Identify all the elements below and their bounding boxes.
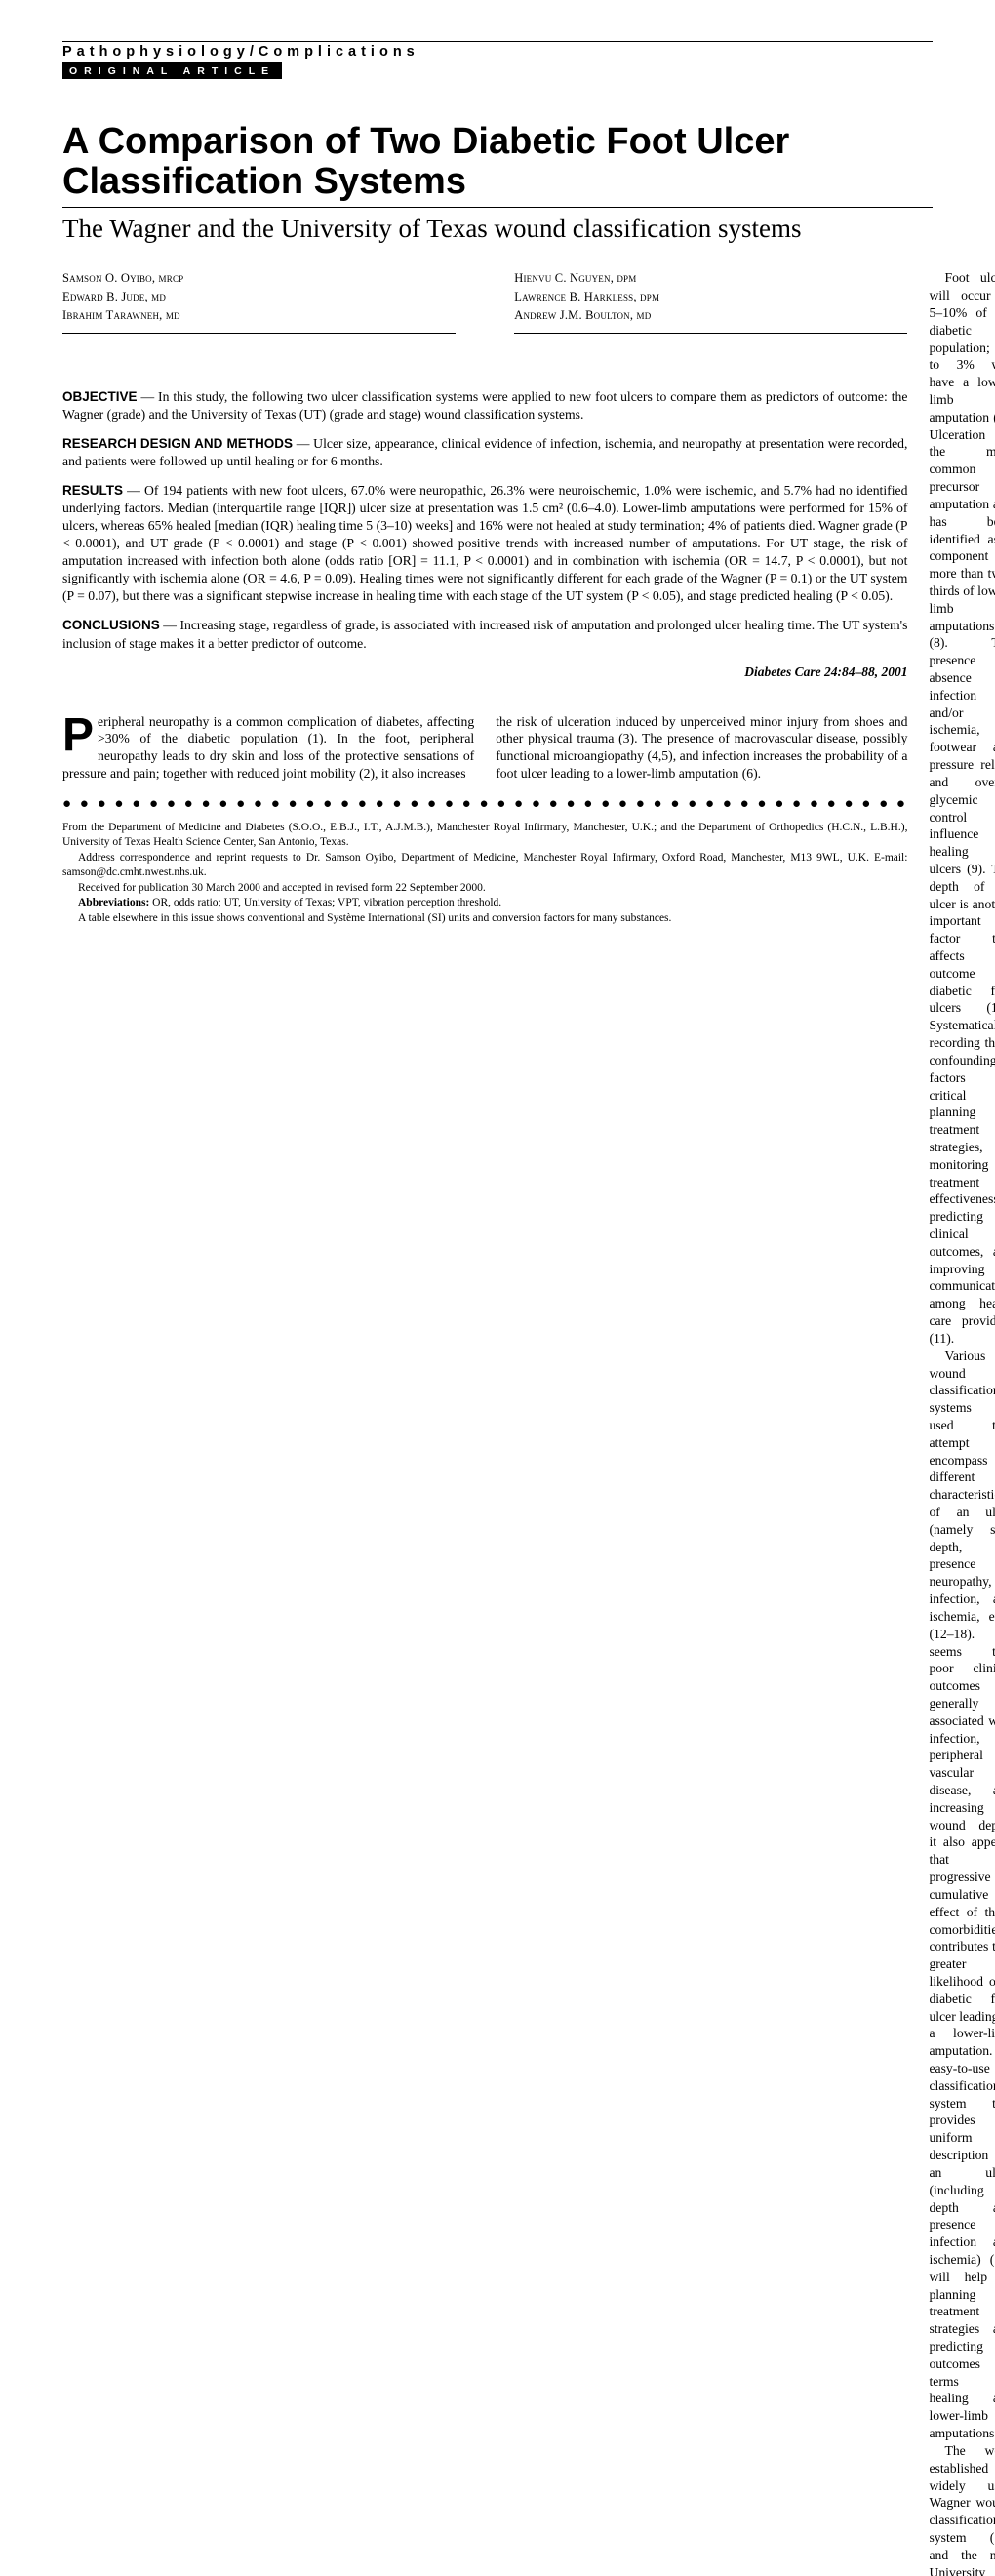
affiliation-line: A table elsewhere in this issue shows co…: [62, 911, 907, 927]
affiliation-line: Received for publication 30 March 2000 a…: [62, 881, 907, 897]
content-row: Samson O. Oyibo, mrcp Edward B. Jude, md…: [62, 269, 933, 2576]
author: Edward B. Jude, md: [62, 288, 456, 306]
abstract-text: — Increasing stage, regardless of grade,…: [62, 618, 907, 650]
dot-rule: ● ● ● ● ● ● ● ● ● ● ● ● ● ● ● ● ● ● ● ● …: [62, 796, 907, 813]
dropcap: P: [62, 713, 98, 754]
abstract-text: — Of 194 patients with new foot ulcers, …: [62, 483, 907, 603]
abstract-heading: OBJECTIVE: [62, 389, 138, 404]
author: Samson O. Oyibo, mrcp: [62, 269, 456, 288]
body-paragraph: The well-established widely used Wagner …: [929, 2442, 995, 2576]
left-block: Samson O. Oyibo, mrcp Edward B. Jude, md…: [62, 269, 907, 2576]
authors-block: Samson O. Oyibo, mrcp Edward B. Jude, md…: [62, 269, 907, 333]
author-rule: [514, 333, 907, 334]
abstract-conclusions: CONCLUSIONS — Increasing stage, regardle…: [62, 617, 907, 652]
abstract: OBJECTIVE — In this study, the following…: [62, 388, 907, 680]
right-column: Foot ulcers will occur in 5–10% of the d…: [929, 269, 995, 2576]
affiliation-block: From the Department of Medicine and Diab…: [62, 821, 907, 927]
article-subtitle: The Wagner and the University of Texas w…: [62, 214, 933, 244]
authors-col-left: Samson O. Oyibo, mrcp Edward B. Jude, md…: [62, 269, 456, 333]
section-label: Pathophysiology/Complications: [62, 44, 933, 60]
section-sub-badge: ORIGINAL ARTICLE: [62, 62, 282, 79]
abstract-objective: OBJECTIVE — In this study, the following…: [62, 388, 907, 423]
section-sub-wrap: ORIGINAL ARTICLE: [62, 61, 933, 79]
abstract-heading: CONCLUSIONS: [62, 618, 160, 632]
author: Ibrahim Tarawneh, md: [62, 306, 456, 325]
affiliation-line: Abbreviations: OR, odds ratio; UT, Unive…: [62, 896, 907, 911]
abstract-methods: RESEARCH DESIGN AND METHODS — Ulcer size…: [62, 435, 907, 470]
section-header: Pathophysiology/Complications ORIGINAL A…: [62, 41, 933, 79]
intro-col-2: the risk of ulceration induced by unperc…: [496, 713, 907, 783]
affiliation-line: From the Department of Medicine and Diab…: [62, 821, 907, 851]
author-rule: [62, 333, 456, 334]
subtitle-rule: [62, 207, 933, 208]
abstract-results: RESULTS — Of 194 patients with new foot …: [62, 482, 907, 606]
body-paragraph: Foot ulcers will occur in 5–10% of the d…: [929, 269, 995, 1347]
abstract-heading: RESEARCH DESIGN AND METHODS: [62, 436, 293, 451]
abstract-text: — In this study, the following two ulcer…: [62, 389, 907, 422]
body-paragraph: Various wound classification systems are…: [929, 1348, 995, 2442]
top-rule: [62, 41, 933, 42]
abbrev-text: OR, odds ratio; UT, University of Texas;…: [149, 897, 501, 908]
intro-columns: Peripheral neuropathy is a common compli…: [62, 713, 907, 783]
abbrev-label: Abbreviations:: [78, 897, 149, 908]
intro-col-1: Peripheral neuropathy is a common compli…: [62, 713, 474, 783]
author: Andrew J.M. Boulton, md: [514, 306, 907, 325]
abstract-heading: RESULTS: [62, 483, 123, 498]
intro-text-2: the risk of ulceration induced by unperc…: [496, 714, 907, 781]
abstract-citation: Diabetes Care 24:84–88, 2001: [62, 664, 907, 680]
author: Lawrence B. Harkless, dpm: [514, 288, 907, 306]
article-title: A Comparison of Two Diabetic Foot Ulcer …: [62, 122, 933, 201]
affiliation-line: Address correspondence and reprint reque…: [62, 851, 907, 881]
author: Hienvu C. Nguyen, dpm: [514, 269, 907, 288]
intro-text-1: eripheral neuropathy is a common complic…: [62, 714, 474, 781]
authors-col-right: Hienvu C. Nguyen, dpm Lawrence B. Harkle…: [514, 269, 907, 333]
